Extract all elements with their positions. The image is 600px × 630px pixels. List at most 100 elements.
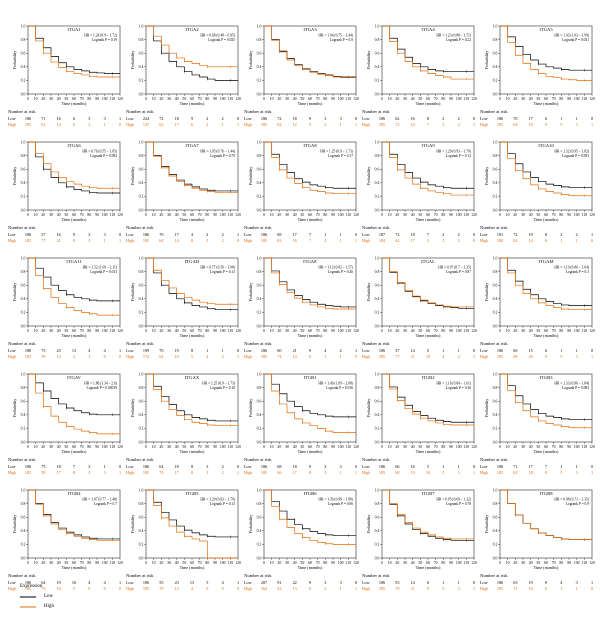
risk-low-value: 5 [427, 348, 429, 353]
risk-table-header: Number at risk [8, 109, 36, 114]
hazard-ratio: HR = 1.25 (0.9 – 1.73) [320, 150, 354, 154]
y-tick-label: 0.0 [139, 440, 144, 444]
y-axis-label: Probability [484, 166, 489, 186]
risk-high-value: 1 [340, 470, 342, 475]
risk-high-value: 1 [473, 470, 475, 475]
y-tick-label: 0.8 [493, 38, 498, 42]
y-tick-label: 1.0 [375, 372, 380, 376]
risk-high-value: 0 [237, 238, 239, 243]
survival-curve-low [500, 25, 592, 71]
y-tick-label: 0.4 [139, 181, 144, 185]
x-tick-label: 40 [293, 445, 297, 449]
y-tick-label: 0.8 [257, 386, 262, 390]
risk-low-value: 72 [513, 232, 517, 237]
risk-high-value: 6 [309, 586, 311, 591]
risk-high-value: 2 [222, 354, 224, 359]
risk-row-label-high: High [126, 354, 135, 359]
risk-low-value: 13 [190, 580, 194, 585]
risk-row-label-high: High [126, 586, 135, 591]
risk-high-value: 21 [411, 586, 415, 591]
risk-table-header: Number at risk [126, 573, 154, 578]
risk-high-value: 0 [206, 586, 208, 591]
x-tick-label: 10 [506, 561, 510, 565]
y-tick-label: 0.0 [21, 556, 26, 560]
risk-low-value: 1 [442, 464, 444, 469]
risk-high-value: 1 [222, 122, 224, 127]
risk-low-value: 60 [277, 348, 281, 353]
risk-low-value: 75 [41, 348, 45, 353]
logrank-p: Logrank P = 0.00019 [87, 386, 118, 390]
km-panel: 0 10 20 30 40 50 60 70 80 90 100 110 120 0.0 0.2 0.4 0.6… [8, 254, 126, 372]
x-tick-label: 10 [152, 329, 156, 333]
x-tick-label: 90 [567, 329, 571, 333]
x-tick-label: 80 [205, 213, 209, 217]
x-tick-label: 70 [80, 445, 84, 449]
risk-low-value: 3 [324, 116, 326, 121]
x-tick-label: 120 [353, 329, 359, 333]
y-tick-label: 0.2 [493, 311, 498, 315]
x-axis-label: Time (months) [180, 101, 205, 106]
y-tick-label: 0.0 [257, 208, 262, 212]
km-panel: 0 10 20 30 40 50 60 70 80 90 100 110 120 0.0 0.2 0.4 0.6… [8, 370, 126, 488]
risk-row-label-high: High [126, 470, 135, 475]
x-tick-label: 110 [110, 213, 116, 217]
x-tick-label: 80 [323, 213, 327, 217]
y-tick-label: 0.0 [493, 92, 498, 96]
hazard-ratio: HR = 1.16 (0.84 – 1.61) [436, 382, 471, 386]
risk-row-label-low: Low [8, 232, 16, 237]
x-tick-label: 70 [552, 213, 556, 217]
x-tick-label: 120 [589, 97, 595, 101]
x-tick-label: 120 [117, 561, 123, 565]
y-tick-label: 0.6 [493, 284, 498, 288]
risk-high-value: 2 [222, 470, 224, 475]
x-tick-label: 100 [456, 97, 462, 101]
y-tick-label: 0.8 [21, 38, 26, 42]
y-tick-label: 0.0 [375, 324, 380, 328]
y-tick-label: 0.2 [21, 543, 26, 547]
y-axis-label: Probability [366, 282, 371, 302]
x-tick-label: 90 [95, 561, 99, 565]
x-tick-label: 30 [521, 445, 525, 449]
y-tick-label: 0.2 [375, 311, 380, 315]
x-tick-label: 60 [544, 445, 548, 449]
x-tick-label: 40 [529, 561, 533, 565]
risk-low-value: 0 [237, 348, 239, 353]
y-tick-label: 0.2 [139, 195, 144, 199]
x-tick-label: 70 [434, 561, 438, 565]
x-tick-label: 30 [49, 97, 53, 101]
risk-low-value: 0 [355, 464, 357, 469]
y-tick-label: 0.6 [493, 400, 498, 404]
x-axis-label: Time (months) [416, 217, 441, 222]
risk-high-value: 62 [395, 238, 399, 243]
risk-high-value: 5 [309, 122, 311, 127]
y-tick-label: 0.8 [375, 270, 380, 274]
risk-high-value: 9 [73, 238, 75, 243]
x-axis-label: Time (months) [416, 101, 441, 106]
risk-table-header: Number at risk [8, 457, 36, 462]
y-tick-label: 0.8 [257, 154, 262, 158]
y-axis-label: Probability [484, 50, 489, 70]
risk-low-value: 186 [261, 348, 267, 353]
x-tick-label: 90 [567, 445, 571, 449]
x-tick-label: 90 [213, 97, 217, 101]
x-tick-label: 80 [205, 561, 209, 565]
risk-high-value: 0 [591, 238, 593, 243]
x-tick-label: 70 [316, 445, 320, 449]
y-tick-label: 0.8 [21, 502, 26, 506]
x-tick-label: 0 [499, 561, 501, 565]
risk-low-value: 18 [57, 464, 61, 469]
hazard-ratio: HR = 1.43 (1.03 – 1.99) [554, 34, 589, 38]
risk-low-value: 17 [529, 464, 533, 469]
hazard-ratio: HR = 1.23 (0.88 – 1.71) [436, 34, 471, 38]
x-tick-label: 0 [263, 97, 265, 101]
risk-low-value: 186 [25, 116, 31, 121]
x-tick-label: 0 [27, 97, 29, 101]
x-tick-label: 10 [34, 329, 38, 333]
x-tick-label: 80 [441, 561, 445, 565]
x-tick-label: 60 [426, 97, 430, 101]
risk-row-label-high: High [362, 354, 371, 359]
x-tick-label: 40 [175, 329, 179, 333]
x-tick-label: 120 [471, 97, 477, 101]
risk-table-header: Number at risk [362, 341, 390, 346]
survival-curve-high [264, 257, 356, 310]
